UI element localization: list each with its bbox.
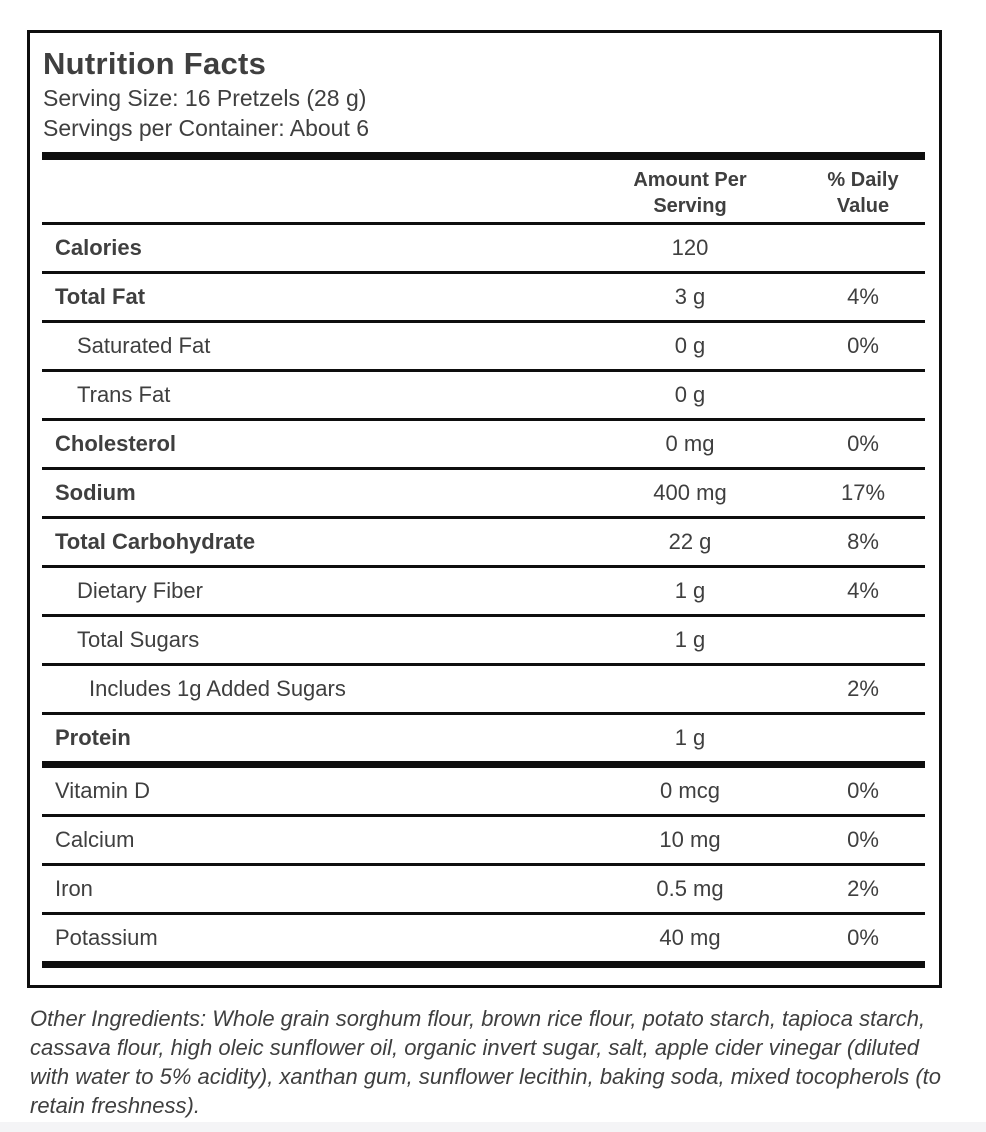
nutrient-name: Protein <box>55 725 131 750</box>
table-row-total-carbohydrate: Total Carbohydrate 22 g 8% <box>42 519 925 568</box>
table-row-potassium: Potassium 40 mg 0% <box>42 915 925 968</box>
serving-size-text: Serving Size: 16 Pretzels (28 g) <box>43 85 367 111</box>
nutrient-name: Calcium <box>55 827 135 852</box>
nutrient-amount: 10 mg <box>659 827 721 852</box>
table-row-total-sugars: Total Sugars 1 g <box>42 617 925 666</box>
nutrient-daily-value: 0% <box>847 827 879 852</box>
nutrient-amount: 3 g <box>674 284 706 309</box>
nutrient-name: Iron <box>55 876 93 901</box>
nutrient-amount: 40 mg <box>659 925 721 950</box>
nutrient-daily-value: 0% <box>847 778 879 803</box>
page-bottom-strip <box>0 1122 986 1132</box>
nutrient-daily-value: 2% <box>847 676 879 701</box>
nutrient-amount: 1 g <box>674 725 706 750</box>
nutrient-amount: 0 g <box>674 333 706 358</box>
table-row-saturated-fat: Saturated Fat 0 g 0% <box>42 323 925 372</box>
column-header-percent-daily-value: % Daily Value <box>827 169 899 217</box>
label-header: Nutrition Facts Serving Size: 16 Pretzel… <box>30 33 939 143</box>
nutrient-name: Dietary Fiber <box>77 578 203 603</box>
servings-per-container-text: Servings per Container: About 6 <box>43 115 370 141</box>
nutrient-daily-value: 17% <box>840 480 886 505</box>
label-title: Nutrition Facts <box>43 46 267 81</box>
nutrient-daily-value: 0% <box>847 333 879 358</box>
nutrient-amount: 1 g <box>674 578 706 603</box>
divider-thick-top <box>42 152 925 160</box>
table-row-cholesterol: Cholesterol 0 mg 0% <box>42 421 925 470</box>
nutrient-amount: 0 mcg <box>660 778 720 803</box>
header-spacer <box>42 160 579 222</box>
nutrient-daily-value: 8% <box>847 529 879 554</box>
table-row-iron: Iron 0.5 mg 2% <box>42 866 925 915</box>
nutrient-daily-value: 2% <box>847 876 879 901</box>
table-row-dietary-fiber: Dietary Fiber 1 g 4% <box>42 568 925 617</box>
nutrient-name: Saturated Fat <box>77 333 211 358</box>
table-row-added-sugars: Includes 1g Added Sugars 2% <box>42 666 925 715</box>
nutrient-amount: 0.5 mg <box>656 876 724 901</box>
table-row-calcium: Calcium 10 mg 0% <box>42 817 925 866</box>
table-row-protein: Protein 1 g <box>42 715 925 768</box>
nutrient-daily-value: 0% <box>847 431 879 456</box>
nutrition-facts-panel: Nutrition Facts Serving Size: 16 Pretzel… <box>27 30 942 988</box>
nutrient-amount: 0 g <box>674 382 706 407</box>
nutrition-table: Amount Per Serving % Daily Value Calorie… <box>42 152 925 968</box>
nutrient-amount: 22 g <box>668 529 712 554</box>
nutrient-name: Calories <box>55 235 142 260</box>
nutrient-name: Total Carbohydrate <box>55 529 256 554</box>
nutrient-amount: 0 mg <box>665 431 715 456</box>
table-row-vitamin-d: Vitamin D 0 mcg 0% <box>42 768 925 817</box>
nutrient-daily-value: 4% <box>847 578 879 603</box>
table-row-calories: Calories 120 <box>42 225 925 274</box>
nutrient-daily-value: 0% <box>847 925 879 950</box>
nutrient-name: Total Sugars <box>77 627 200 652</box>
nutrient-name: Vitamin D <box>55 778 150 803</box>
ingredients-text: Other Ingredients: Whole grain sorghum f… <box>30 1006 942 1118</box>
nutrient-name: Trans Fat <box>77 382 171 407</box>
nutrient-amount: 120 <box>671 235 709 260</box>
table-row-sodium: Sodium 400 mg 17% <box>42 470 925 519</box>
nutrient-daily-value: 4% <box>847 284 879 309</box>
nutrient-name: Potassium <box>55 925 158 950</box>
nutrient-name: Sodium <box>55 480 136 505</box>
table-header-row: Amount Per Serving % Daily Value <box>42 160 925 225</box>
nutrient-name: Total Fat <box>55 284 146 309</box>
table-row-trans-fat: Trans Fat 0 g <box>42 372 925 421</box>
nutrient-amount: 400 mg <box>653 480 727 505</box>
table-row-total-fat: Total Fat 3 g 4% <box>42 274 925 323</box>
nutrient-name: Cholesterol <box>55 431 177 456</box>
nutrient-name: Includes 1g Added Sugars <box>89 676 346 701</box>
nutrient-amount: 1 g <box>674 627 706 652</box>
column-header-amount-per-serving: Amount Per Serving <box>633 169 747 217</box>
